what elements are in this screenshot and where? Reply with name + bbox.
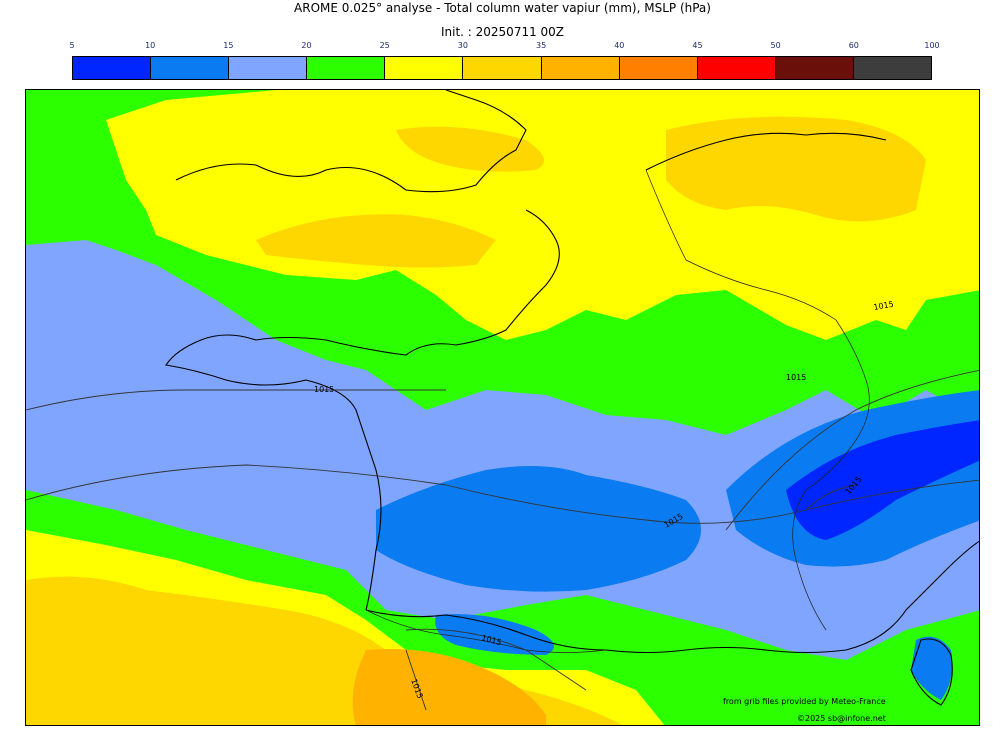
colorbar-tick: 20 bbox=[301, 41, 312, 50]
field-30-35-benelux bbox=[666, 116, 926, 222]
field-10-15-pyrenees bbox=[435, 614, 554, 655]
colorbar-tick: 25 bbox=[379, 41, 390, 50]
colorbar-tick: 15 bbox=[223, 41, 234, 50]
field-30-35-uk bbox=[256, 214, 496, 268]
colorbar-segment bbox=[384, 57, 463, 79]
colorbar-segment bbox=[618, 57, 697, 79]
colorbar-tick: 45 bbox=[692, 41, 703, 50]
copyright-credit: ©2025 sb@infone.net bbox=[797, 714, 886, 723]
isobars bbox=[26, 369, 979, 711]
colorbar-tick: 5 bbox=[69, 41, 75, 50]
borders bbox=[365, 169, 870, 653]
colorbar-ticks: 5 10 15 20 25 30 35 40 45 50 60 100 bbox=[69, 41, 939, 53]
colorbar-tick: 60 bbox=[848, 41, 859, 50]
colorbar-tick: 30 bbox=[457, 41, 468, 50]
colorbar-tick: 40 bbox=[614, 41, 625, 50]
field-10-15-corsica bbox=[911, 636, 953, 700]
field-5-10-alps bbox=[786, 420, 979, 540]
colorbar-segment bbox=[150, 57, 229, 79]
colorbar-segment bbox=[696, 57, 775, 79]
colorbar-segment bbox=[462, 57, 541, 79]
colorbar bbox=[72, 56, 932, 80]
data-source-credit: from grib files provided by Meteo-France bbox=[723, 697, 886, 706]
colorbar-tick: 100 bbox=[924, 41, 940, 50]
map-canvas: 1015 1015 1015 1015 1015 1015 1015 bbox=[26, 90, 979, 725]
field-30-35-channel bbox=[396, 126, 544, 172]
colorbar-segment bbox=[306, 57, 385, 79]
colorbar-tick: 50 bbox=[770, 41, 781, 50]
field-35-40-south bbox=[352, 649, 546, 725]
init-time: Init. : 20250711 00Z bbox=[440, 25, 565, 39]
colorbar-segment bbox=[852, 57, 932, 79]
weather-map: 1015 1015 1015 1015 1015 1015 1015 bbox=[25, 89, 980, 726]
colorbar-segment bbox=[73, 57, 151, 79]
field-10-15-sw bbox=[376, 466, 701, 592]
isobar-label: 1015 bbox=[873, 300, 895, 312]
map-title: AROME 0.025° analyse - Total column wate… bbox=[294, 1, 711, 15]
coastlines bbox=[165, 90, 979, 706]
colorbar-segment bbox=[774, 57, 853, 79]
isobar-label: 1015 bbox=[314, 385, 334, 394]
colorbar-segment bbox=[540, 57, 619, 79]
colorbar-tick: 10 bbox=[145, 41, 156, 50]
colorbar-segment bbox=[228, 57, 307, 79]
colorbar-tick: 35 bbox=[536, 41, 547, 50]
isobar-label: 1015 bbox=[786, 373, 806, 382]
